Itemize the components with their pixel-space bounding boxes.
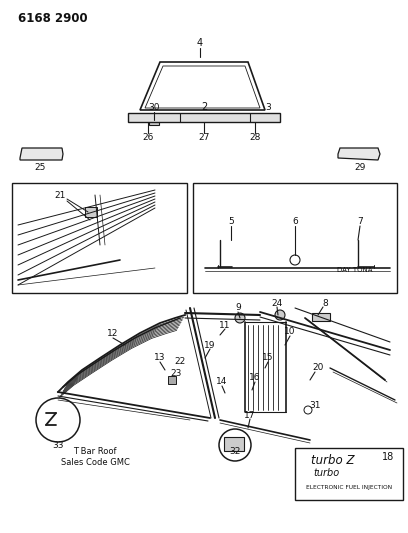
Text: ELECTRONIC FUEL INJECTION: ELECTRONIC FUEL INJECTION	[306, 486, 392, 490]
Text: 13: 13	[154, 353, 166, 362]
Text: 5: 5	[228, 217, 234, 227]
Text: 18: 18	[382, 452, 394, 462]
Text: 16: 16	[249, 374, 261, 383]
Bar	[12, 183, 187, 293]
Text: 15: 15	[262, 353, 274, 362]
Text: 7: 7	[357, 217, 363, 227]
Text: 27: 27	[198, 133, 210, 141]
Text: 23: 23	[170, 368, 182, 377]
Text: 3: 3	[265, 102, 271, 111]
Bar	[149, 118, 159, 125]
Polygon shape	[20, 148, 63, 160]
Text: 14: 14	[216, 377, 228, 386]
Bar	[295, 448, 403, 500]
Text: 8: 8	[322, 298, 328, 308]
Circle shape	[235, 313, 245, 323]
Text: 20: 20	[312, 364, 324, 373]
Circle shape	[36, 398, 80, 442]
Text: 29: 29	[354, 163, 366, 172]
Polygon shape	[338, 148, 380, 160]
Text: 28: 28	[249, 133, 261, 141]
Text: turbo: turbo	[314, 468, 340, 478]
Text: 2: 2	[201, 102, 207, 112]
Text: 32: 32	[229, 448, 241, 456]
Polygon shape	[145, 66, 260, 108]
Text: 21: 21	[54, 191, 66, 200]
Circle shape	[290, 255, 300, 265]
Bar	[85, 207, 97, 217]
Text: 17: 17	[244, 410, 256, 419]
Text: DAY TONA: DAY TONA	[337, 267, 373, 273]
Text: 33: 33	[52, 440, 64, 449]
Text: T Bar Roof
Sales Code GMC: T Bar Roof Sales Code GMC	[60, 447, 129, 467]
Polygon shape	[140, 62, 265, 110]
Text: 9: 9	[235, 303, 241, 312]
Text: 6168 2900: 6168 2900	[18, 12, 88, 25]
Bar	[193, 183, 397, 293]
Text: turbo Z: turbo Z	[311, 454, 355, 466]
Text: 10: 10	[284, 327, 296, 336]
Text: 11: 11	[219, 320, 231, 329]
Circle shape	[219, 429, 251, 461]
Circle shape	[275, 310, 285, 320]
Text: 31: 31	[309, 400, 321, 409]
Text: 6: 6	[292, 217, 298, 227]
Circle shape	[304, 406, 312, 414]
Text: 19: 19	[204, 341, 216, 350]
Text: 22: 22	[174, 358, 186, 367]
Bar	[224, 437, 244, 451]
Text: 30: 30	[148, 103, 160, 112]
Text: 12: 12	[107, 329, 119, 338]
Bar	[128, 113, 280, 122]
Bar	[312, 313, 330, 321]
Text: 25: 25	[34, 163, 46, 172]
Text: 4: 4	[197, 38, 203, 48]
Bar	[168, 376, 176, 384]
Text: 24: 24	[271, 298, 283, 308]
Text: 26: 26	[142, 133, 154, 141]
